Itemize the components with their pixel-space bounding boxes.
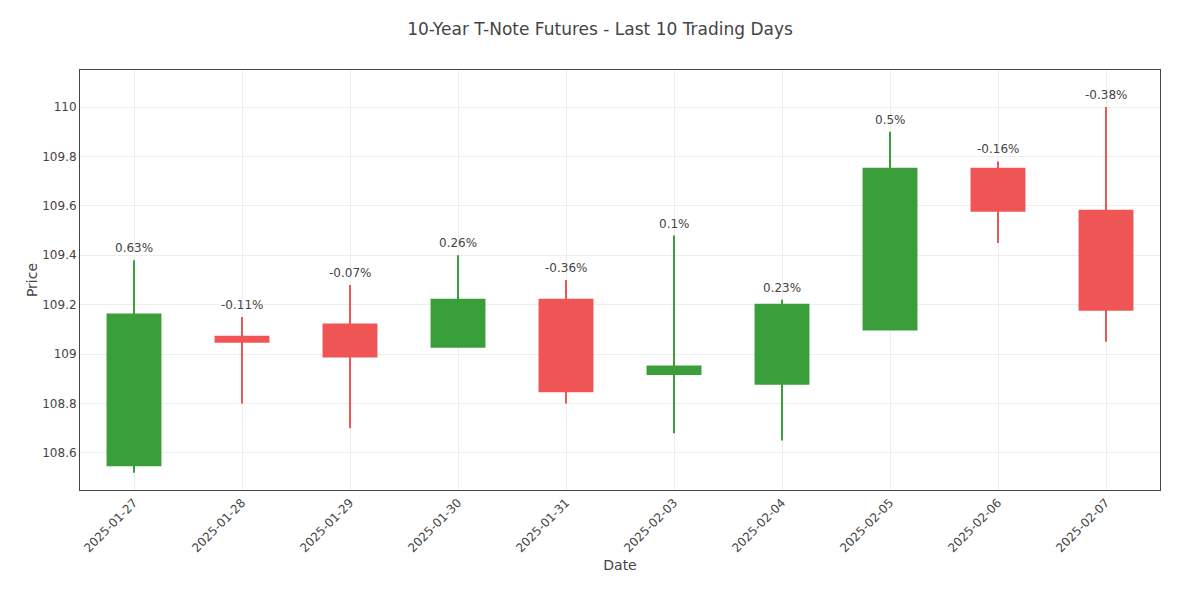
svg-text:0.63%: 0.63% — [115, 241, 153, 255]
svg-text:-0.36%: -0.36% — [545, 261, 587, 275]
svg-text:0.5%: 0.5% — [875, 113, 906, 127]
svg-text:Price: Price — [24, 263, 40, 297]
svg-text:109.2: 109.2 — [42, 298, 76, 312]
svg-text:Date: Date — [603, 557, 636, 573]
svg-text:0.26%: 0.26% — [439, 236, 477, 250]
svg-text:-0.16%: -0.16% — [977, 142, 1019, 156]
svg-text:2025-01-31: 2025-01-31 — [513, 496, 572, 555]
svg-text:2025-02-07: 2025-02-07 — [1053, 496, 1112, 555]
svg-text:-0.38%: -0.38% — [1085, 88, 1127, 102]
svg-text:2025-01-27: 2025-01-27 — [81, 496, 140, 555]
svg-text:108.8: 108.8 — [42, 397, 76, 411]
svg-text:-0.07%: -0.07% — [329, 266, 371, 280]
svg-text:2025-02-06: 2025-02-06 — [945, 496, 1004, 555]
svg-text:2025-01-29: 2025-01-29 — [297, 496, 356, 555]
svg-text:109: 109 — [54, 347, 77, 361]
svg-text:2025-01-30: 2025-01-30 — [405, 496, 464, 555]
svg-text:109.4: 109.4 — [42, 248, 76, 262]
svg-text:2025-02-04: 2025-02-04 — [729, 496, 788, 555]
svg-text:109.8: 109.8 — [42, 150, 76, 164]
svg-text:2025-02-03: 2025-02-03 — [621, 496, 680, 555]
svg-text:0.23%: 0.23% — [763, 281, 801, 295]
svg-text:2025-01-28: 2025-01-28 — [189, 496, 248, 555]
svg-text:10-Year T-Note Futures - Last: 10-Year T-Note Futures - Last 10 Trading… — [407, 19, 793, 39]
svg-text:0.1%: 0.1% — [659, 217, 690, 231]
svg-text:110: 110 — [54, 100, 77, 114]
svg-text:-0.11%: -0.11% — [221, 298, 263, 312]
svg-text:109.6: 109.6 — [42, 199, 76, 213]
svg-text:2025-02-05: 2025-02-05 — [837, 496, 896, 555]
svg-text:108.6: 108.6 — [42, 446, 76, 460]
